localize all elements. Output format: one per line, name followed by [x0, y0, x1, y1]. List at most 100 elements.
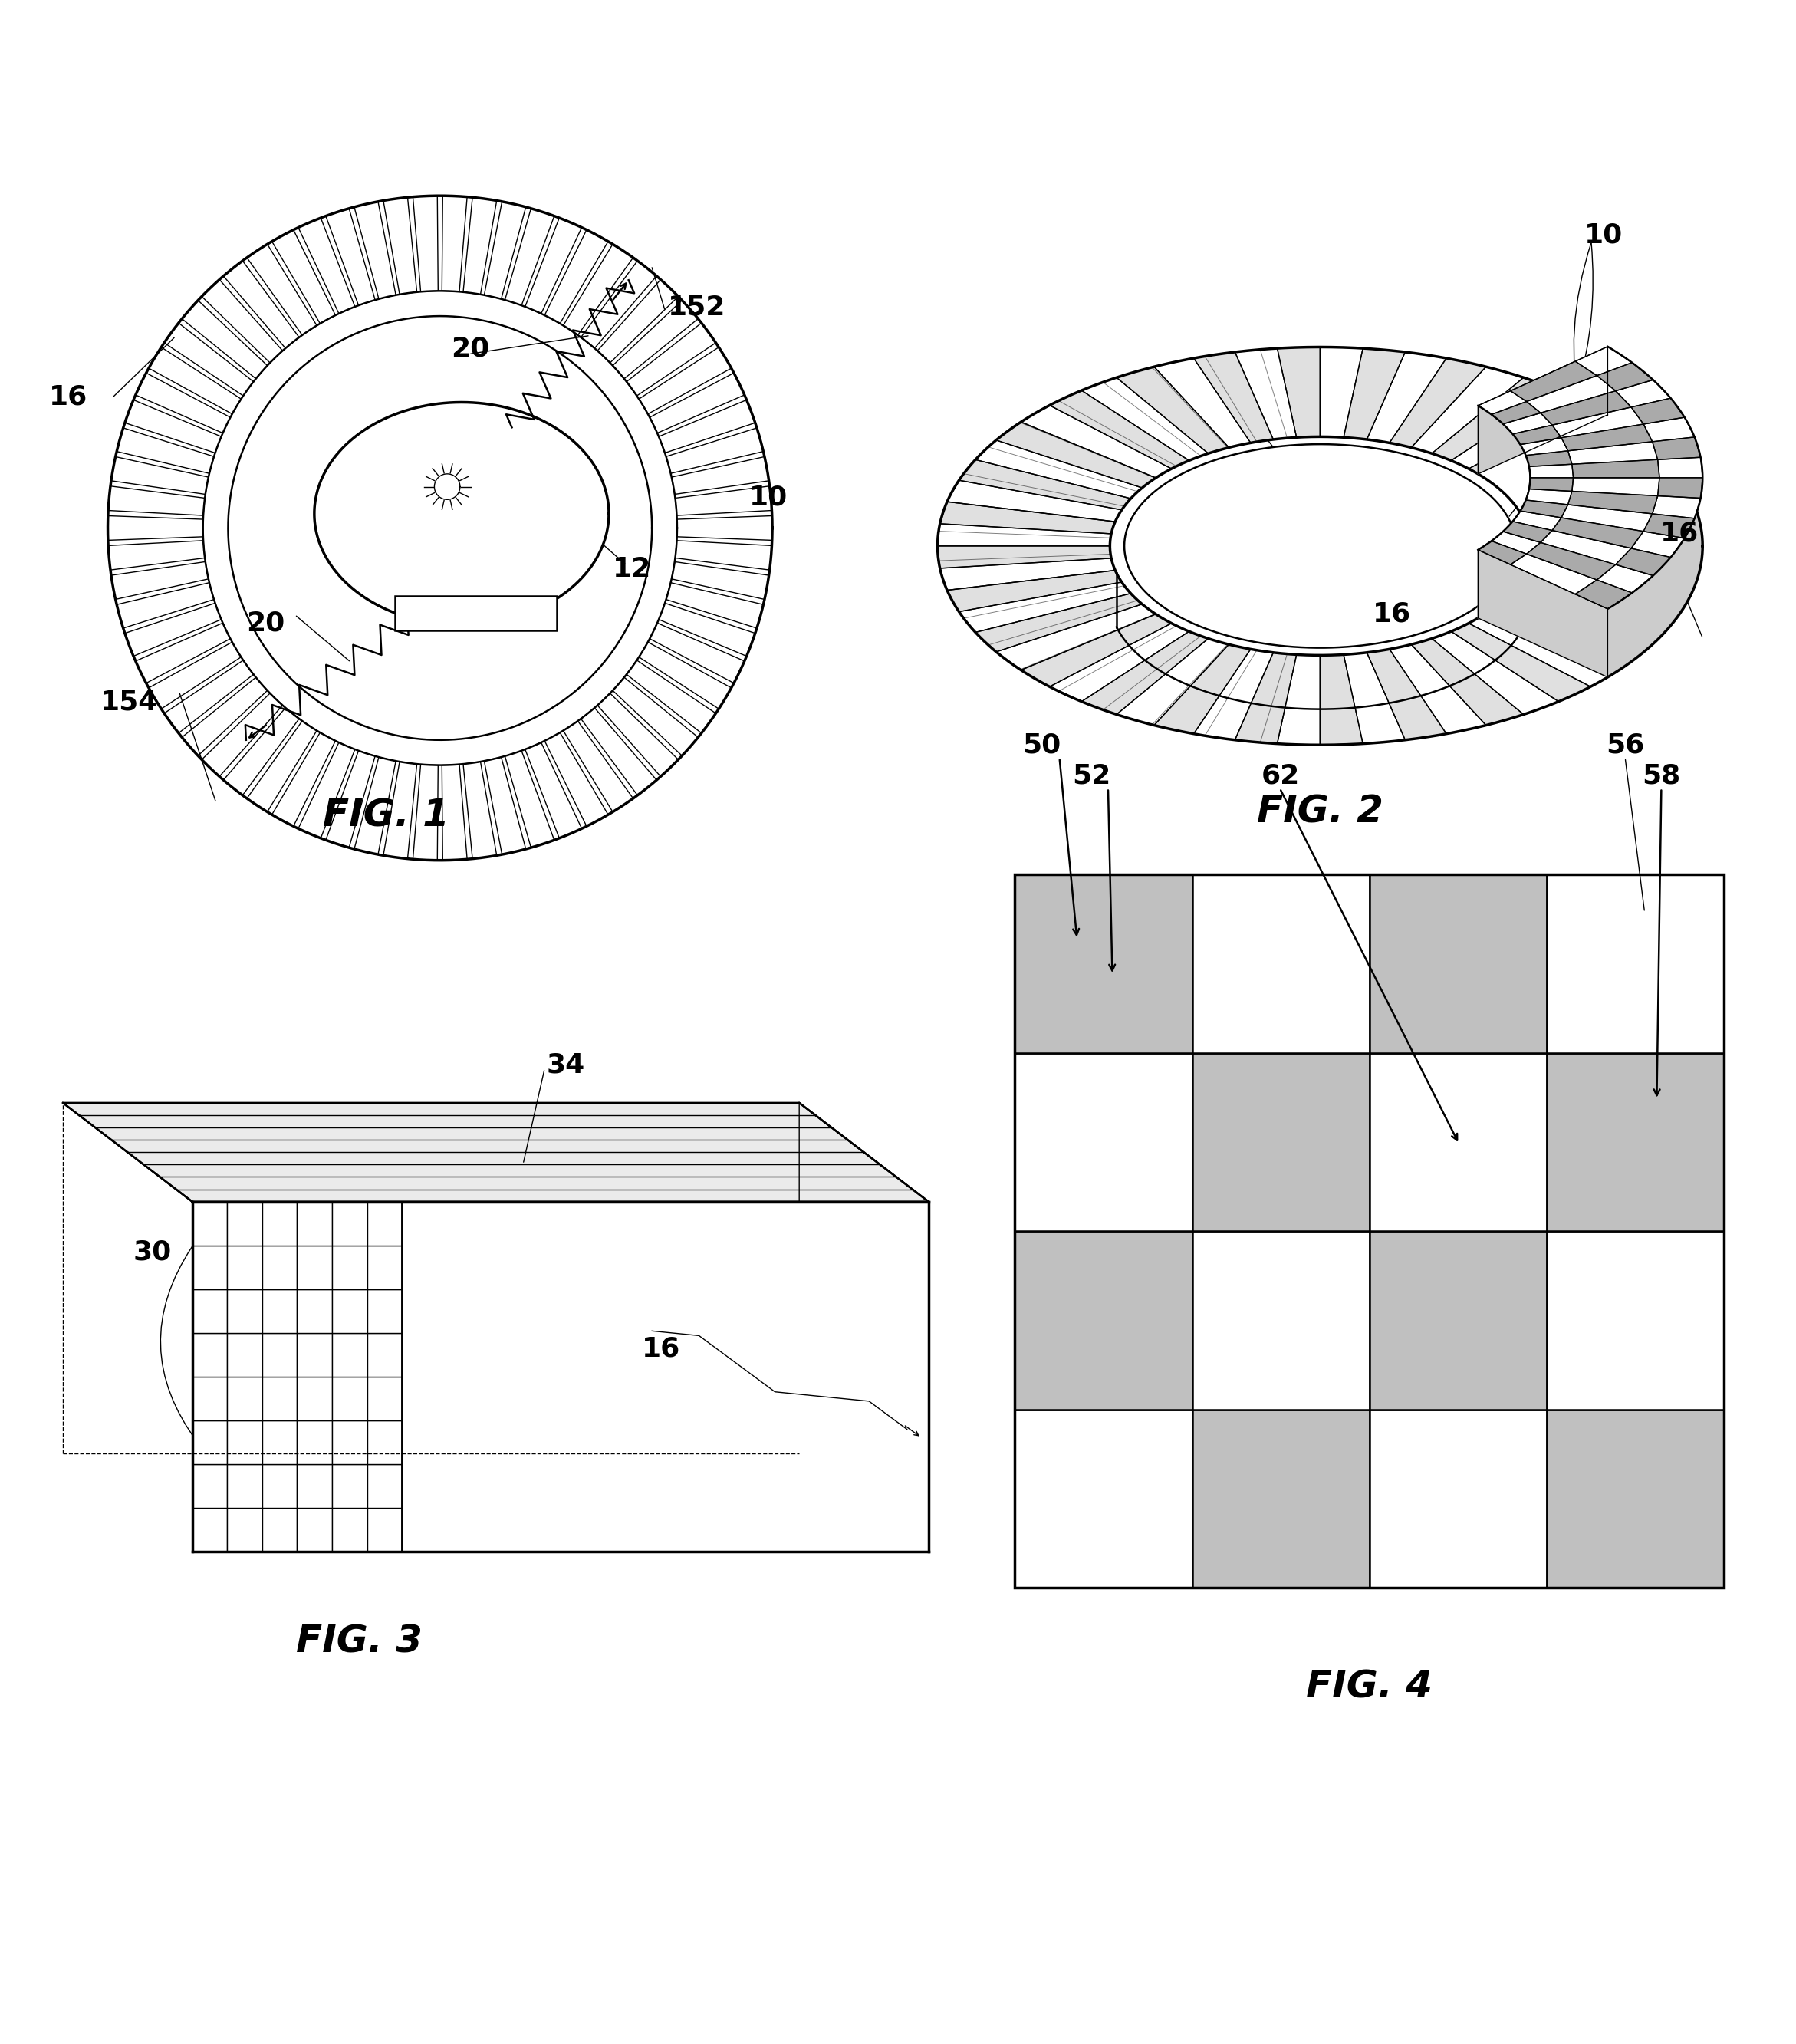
Polygon shape [580, 262, 657, 347]
Polygon shape [1507, 454, 1665, 499]
Polygon shape [1597, 362, 1652, 390]
Polygon shape [117, 427, 214, 474]
Bar [366, 1378, 402, 1421]
Polygon shape [1510, 554, 1597, 595]
Polygon shape [1528, 478, 1573, 491]
Polygon shape [1480, 613, 1620, 675]
Bar [332, 1464, 366, 1508]
Polygon shape [666, 427, 763, 474]
Polygon shape [1527, 507, 1697, 527]
Polygon shape [1042, 405, 1171, 470]
Polygon shape [1356, 350, 1395, 439]
Polygon shape [1525, 501, 1701, 533]
Polygon shape [1652, 437, 1701, 460]
Polygon shape [799, 1104, 929, 1551]
Polygon shape [1184, 358, 1250, 444]
Polygon shape [463, 762, 497, 858]
Polygon shape [1299, 656, 1315, 744]
Bar [226, 1378, 262, 1421]
Bar [226, 1464, 262, 1508]
Polygon shape [246, 243, 316, 335]
Polygon shape [1643, 513, 1695, 538]
Polygon shape [959, 583, 1124, 617]
Polygon shape [1320, 347, 1363, 437]
Polygon shape [1356, 654, 1395, 742]
Polygon shape [1516, 583, 1681, 617]
Polygon shape [1519, 486, 1688, 515]
Polygon shape [1442, 634, 1550, 709]
Polygon shape [1518, 480, 1694, 521]
Polygon shape [1135, 370, 1223, 450]
Polygon shape [612, 677, 699, 756]
Polygon shape [1527, 513, 1699, 531]
Polygon shape [1528, 464, 1573, 478]
Bar [332, 1290, 366, 1333]
Polygon shape [1058, 625, 1180, 695]
Polygon shape [402, 1202, 929, 1551]
Polygon shape [1572, 460, 1660, 478]
Polygon shape [1523, 497, 1694, 521]
Text: 34: 34 [546, 1053, 585, 1077]
Bar [192, 1202, 226, 1245]
Polygon shape [1512, 464, 1674, 505]
Polygon shape [952, 576, 1121, 607]
Polygon shape [135, 623, 230, 683]
Bar [1546, 1230, 1724, 1410]
Bar [332, 1202, 366, 1245]
Polygon shape [1343, 347, 1404, 439]
Polygon shape [1194, 356, 1255, 444]
Polygon shape [325, 208, 375, 305]
Polygon shape [1214, 650, 1268, 738]
Polygon shape [1561, 423, 1652, 452]
Bar [296, 1245, 332, 1290]
Polygon shape [181, 677, 268, 756]
Polygon shape [981, 450, 1137, 497]
Polygon shape [1173, 360, 1245, 446]
Polygon shape [1518, 480, 1685, 513]
Polygon shape [1437, 636, 1541, 711]
Polygon shape [966, 464, 1128, 505]
Polygon shape [1491, 431, 1638, 484]
Polygon shape [1541, 529, 1631, 564]
Polygon shape [1367, 352, 1415, 439]
Polygon shape [1155, 364, 1234, 448]
Polygon shape [1431, 632, 1559, 715]
Bar [1369, 1410, 1546, 1588]
Polygon shape [1464, 623, 1591, 691]
Polygon shape [1568, 442, 1658, 464]
Polygon shape [1503, 597, 1660, 642]
Bar [262, 1290, 296, 1333]
Bar [262, 1378, 296, 1421]
Text: 10: 10 [749, 484, 788, 511]
Polygon shape [1498, 593, 1665, 652]
Polygon shape [1478, 347, 1607, 474]
Polygon shape [1528, 523, 1701, 538]
Polygon shape [938, 540, 1110, 546]
Polygon shape [1518, 570, 1694, 611]
Bar [1546, 1053, 1724, 1230]
Polygon shape [1469, 621, 1598, 687]
Polygon shape [1519, 576, 1688, 607]
Polygon shape [1099, 636, 1203, 711]
Bar [192, 1378, 226, 1421]
Polygon shape [1343, 654, 1374, 744]
Bar [332, 1508, 366, 1551]
Polygon shape [1081, 386, 1194, 460]
Polygon shape [1451, 390, 1566, 462]
Polygon shape [1527, 562, 1699, 578]
Polygon shape [1519, 437, 1568, 456]
Polygon shape [1478, 542, 1527, 564]
Polygon shape [1034, 619, 1167, 683]
Polygon shape [1236, 347, 1297, 439]
Polygon shape [1631, 531, 1685, 558]
Polygon shape [1507, 593, 1665, 638]
Polygon shape [1509, 583, 1681, 632]
Polygon shape [939, 558, 1112, 574]
Polygon shape [1575, 347, 1633, 376]
Polygon shape [1509, 460, 1681, 509]
Polygon shape [939, 558, 1115, 591]
Polygon shape [675, 540, 772, 570]
Polygon shape [1530, 546, 1703, 552]
Polygon shape [1020, 405, 1171, 478]
Polygon shape [945, 501, 1115, 525]
